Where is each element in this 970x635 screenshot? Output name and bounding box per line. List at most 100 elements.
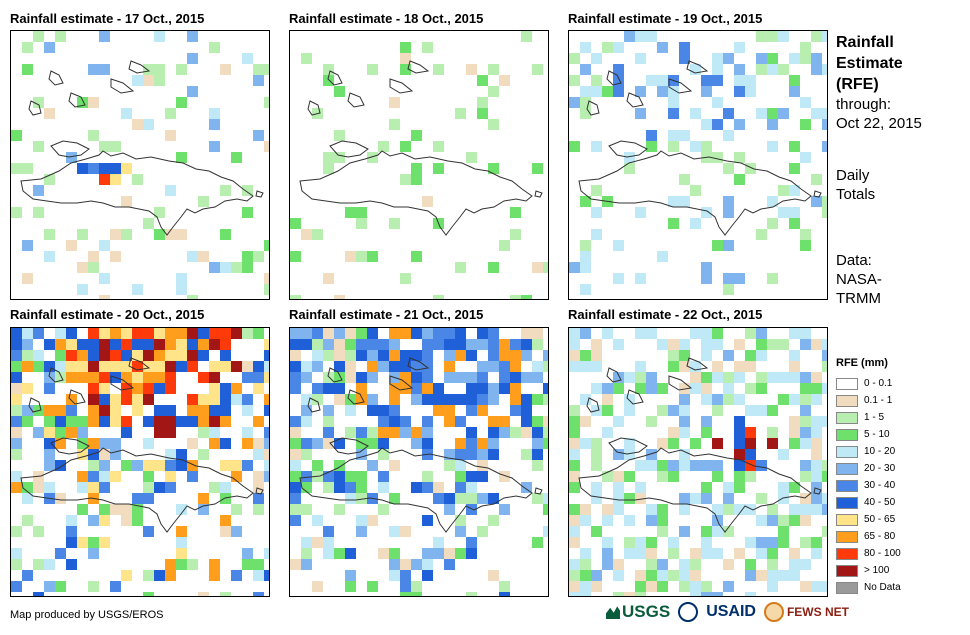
rainfall-cell xyxy=(22,163,33,174)
rainfall-cell xyxy=(220,482,231,493)
rainfall-cell xyxy=(510,394,521,405)
rainfall-cell xyxy=(301,53,312,64)
rainfall-cell xyxy=(422,438,433,449)
rainfall-cell xyxy=(312,383,323,394)
rainfall-cell xyxy=(110,405,121,416)
rainfall-cell xyxy=(334,328,345,339)
rainfall-cell xyxy=(499,372,510,383)
rainfall-cell xyxy=(657,405,668,416)
rainfall-cell xyxy=(99,31,110,42)
rainfall-cell xyxy=(635,53,646,64)
rainfall-cell xyxy=(811,471,822,482)
rainfall-cell xyxy=(99,504,110,515)
rainfall-cell xyxy=(33,559,44,570)
rainfall-cell xyxy=(591,53,602,64)
rainfall-cell xyxy=(822,471,827,482)
rainfall-cell xyxy=(400,273,411,284)
rainfall-cell xyxy=(789,438,800,449)
panel-title-20: Rainfall estimate - 20 Oct., 2015 xyxy=(10,307,205,322)
rainfall-cell xyxy=(378,449,389,460)
rainfall-cell xyxy=(132,372,143,383)
rainfall-cell xyxy=(301,405,312,416)
rainfall-cell xyxy=(745,427,756,438)
rainfall-cell xyxy=(88,350,99,361)
rainfall-cell xyxy=(301,339,312,350)
rainfall-cell xyxy=(756,405,767,416)
rainfall-cell xyxy=(400,141,411,152)
rainfall-cell xyxy=(187,86,198,97)
rainfall-cell xyxy=(11,361,22,372)
rainfall-cell xyxy=(532,537,543,548)
rainfall-cell xyxy=(231,152,242,163)
rainfall-cell xyxy=(510,405,521,416)
rainfall-cell xyxy=(734,361,745,372)
rainfall-cell xyxy=(734,548,745,559)
rainfall-cell xyxy=(367,152,378,163)
rainfall-cell xyxy=(334,482,345,493)
side-title-line2: Estimate xyxy=(836,55,903,72)
rainfall-cell xyxy=(822,339,827,350)
rainfall-cell xyxy=(488,449,499,460)
rainfall-cell xyxy=(800,383,811,394)
rainfall-cell xyxy=(455,262,466,273)
rainfall-cell xyxy=(411,427,422,438)
rainfall-cell xyxy=(756,515,767,526)
rainfall-cell xyxy=(198,427,209,438)
rainfall-cell xyxy=(55,438,66,449)
rainfall-cell xyxy=(767,405,778,416)
rainfall-cell xyxy=(811,196,822,207)
rainfall-cell xyxy=(154,405,165,416)
rainfall-cell xyxy=(88,548,99,559)
rainfall-cell xyxy=(99,350,110,361)
rainfall-cell xyxy=(77,504,88,515)
rainfall-cell xyxy=(778,394,789,405)
coastline xyxy=(586,100,600,116)
rainfall-cell xyxy=(312,581,323,592)
rainfall-cell xyxy=(345,339,356,350)
rainfall-cell xyxy=(33,207,44,218)
rainfall-cell xyxy=(143,460,154,471)
rainfall-cell xyxy=(690,372,701,383)
rainfall-cell xyxy=(778,185,789,196)
rainfall-cell xyxy=(264,394,269,405)
rainfall-cell xyxy=(591,339,602,350)
rainfall-cell xyxy=(323,471,334,482)
rainfall-cell xyxy=(33,141,44,152)
rainfall-cell xyxy=(488,328,499,339)
rainfall-cell xyxy=(580,416,591,427)
rainfall-cell xyxy=(264,449,269,460)
rainfall-cell xyxy=(367,405,378,416)
rainfall-cell xyxy=(334,548,345,559)
rainfall-cell xyxy=(789,394,800,405)
rainfall-cell xyxy=(532,460,543,471)
rainfall-cell xyxy=(701,581,712,592)
rainfall-cell xyxy=(143,416,154,427)
rainfall-cell xyxy=(422,328,433,339)
rainfall-cell xyxy=(635,383,646,394)
rainfall-cell xyxy=(532,372,543,383)
coastline xyxy=(347,92,365,108)
rainfall-cell xyxy=(367,339,378,350)
legend-swatch xyxy=(836,530,858,543)
rainfall-cell xyxy=(187,295,198,299)
rainfall-cell xyxy=(220,405,231,416)
rainfall-cell xyxy=(624,405,635,416)
rainfall-cell xyxy=(767,570,778,581)
rainfall-cell xyxy=(477,372,488,383)
rainfall-cell xyxy=(444,460,455,471)
rainfall-cell xyxy=(745,449,756,460)
rainfall-cell xyxy=(532,438,543,449)
coastline xyxy=(128,357,151,371)
legend-label: 30 - 40 xyxy=(864,480,896,491)
rainfall-cell xyxy=(220,438,231,449)
rainfall-cell xyxy=(88,64,99,75)
rainfall-cell xyxy=(778,207,789,218)
rainfall-cell xyxy=(242,460,253,471)
rainfall-cell xyxy=(198,405,209,416)
rainfall-cell xyxy=(88,460,99,471)
rainfall-cell xyxy=(532,361,543,372)
legend-item: 0 - 0.1 xyxy=(836,375,901,392)
rainfall-cell xyxy=(569,449,580,460)
rainfall-cell xyxy=(411,383,422,394)
rainfall-cell xyxy=(165,339,176,350)
